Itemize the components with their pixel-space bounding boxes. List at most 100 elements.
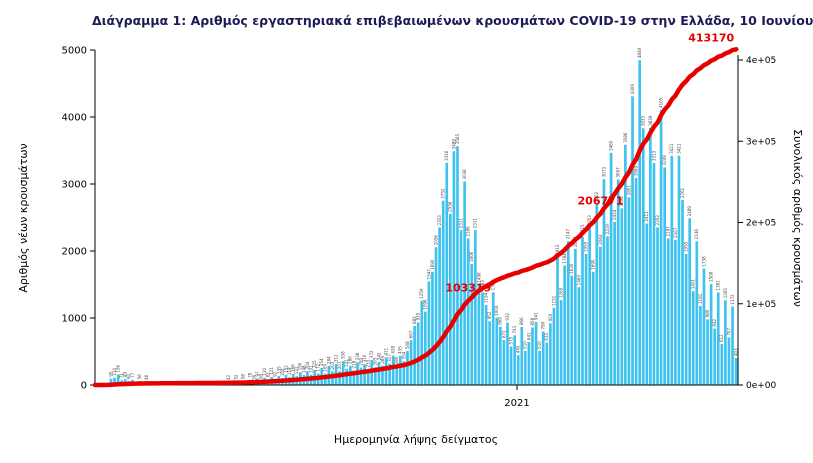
bar [677,155,681,385]
bar [620,208,624,385]
bar-value-label: 56 [137,374,142,380]
bar-value-label: 3249 [662,155,667,166]
bar [581,236,584,385]
cumulative-milestone-labels: 103319 206771 413170 [445,31,734,294]
bar-value-label: 92 [273,371,278,377]
y-left-tick-label: 2000 [62,247,87,258]
bar-value-label: 2353 [655,215,660,226]
bar-value-label: 97 [255,371,260,377]
bar [641,128,645,385]
bar-value-label: 935 [416,312,421,320]
y-left-tick-label: 0 [81,381,87,392]
bar [395,366,399,385]
bar [427,281,431,385]
bar-value-label: 1269 [558,287,563,298]
bar-value-label: 118 [287,367,292,375]
y-right-tick-label: 0e+00 [746,381,777,391]
bar [463,181,466,385]
bar-value-label: 1913 [555,244,560,255]
bar-value-label: 1265 [723,288,728,299]
bar-value-label: 43 [226,375,231,381]
bar [495,317,499,385]
bar-value-label: 169 [323,364,328,372]
bar [549,323,552,385]
y-left-tick-label: 5000 [62,46,87,57]
y-left-tick-label: 4000 [62,113,87,124]
bar [702,268,706,385]
bar [416,322,420,385]
bar-value-label: 3586 [623,132,628,143]
bar [438,227,441,385]
bar [556,256,559,385]
bar-value-label: 741 [512,325,517,333]
bar [656,227,659,385]
bar-value-label: 50 [251,374,256,380]
bar-value-label: 71 [119,373,124,379]
bar-value-label: 60 [126,373,131,379]
bar [352,370,356,385]
bar-value-label: 2064 [598,234,603,245]
bar [634,178,638,385]
bar [423,311,427,385]
bar-value-label: 2752 [441,188,446,199]
bar [663,167,666,385]
bar-value-label: 2187 [666,226,671,237]
bar-value-label: 1181 [698,293,703,304]
bar [481,292,484,385]
bar [713,328,717,385]
bar-value-label: 672 [501,330,506,338]
bar-value-label: 89 [123,371,128,377]
bar-value-label: 612 [719,334,724,342]
bar [709,283,713,385]
bar [731,306,734,385]
bar [116,374,120,385]
bar-value-label: 508 [405,341,410,349]
bar [613,221,616,385]
bar [402,361,406,385]
bar [727,337,731,385]
bar-value-label: 2636 [619,196,624,207]
bar-value-label: 4105 [659,97,664,108]
bar-value-label: 110 [112,368,117,376]
bar-value-label: 286 [348,356,353,364]
bar-value-label: 941 [533,312,538,320]
bar-value-label: 259 [358,358,363,366]
bar [488,321,491,385]
bar-value-label: 2147 [566,229,571,240]
bar-value-label: 265 [373,357,378,365]
bar-value-label: 2311 [458,218,463,229]
bar-value-label: 104 [280,368,285,376]
bar-value-label: 1383 [480,280,485,291]
bar [452,151,456,385]
bar [398,355,402,385]
bar-value-label: 1738 [701,256,706,267]
bar-value-label: 3316 [444,150,449,161]
y-right-tick-label: 4e+05 [746,56,776,66]
bar [681,200,684,385]
bar [606,236,609,385]
bar-value-label: 2167 [673,227,678,238]
bar-value-label: 882 [412,316,417,324]
bar-value-label: 3421 [676,143,681,154]
bar [599,246,602,385]
bar-value-label: 2434 [612,209,617,220]
chart-title: Διάγραμμα 1: Αριθμός εργαστηριακά επιβεβ… [92,13,813,28]
bar-value-label: 289 [380,356,385,364]
bar-value-label: 312 [333,354,338,362]
bar-value-label: 3038 [462,169,467,180]
bar-value-label: 2056 [433,235,438,246]
bar-value-label: 3565 [455,134,460,145]
bar-value-label: 310 [362,354,367,362]
bar-value-label: 1630 [569,263,574,274]
daily-cases-bar-series [95,60,738,386]
bar-value-label: 83 [266,372,271,378]
bar [627,197,631,385]
bar-value-label: 338 [355,352,360,360]
bar-value-label: 1004 [494,305,499,316]
bar [716,292,720,385]
bar-value-label: 1259 [419,288,424,299]
bar-value-label: 866 [519,317,524,325]
bar [109,378,113,385]
bar-value-label: 1151 [551,295,556,306]
